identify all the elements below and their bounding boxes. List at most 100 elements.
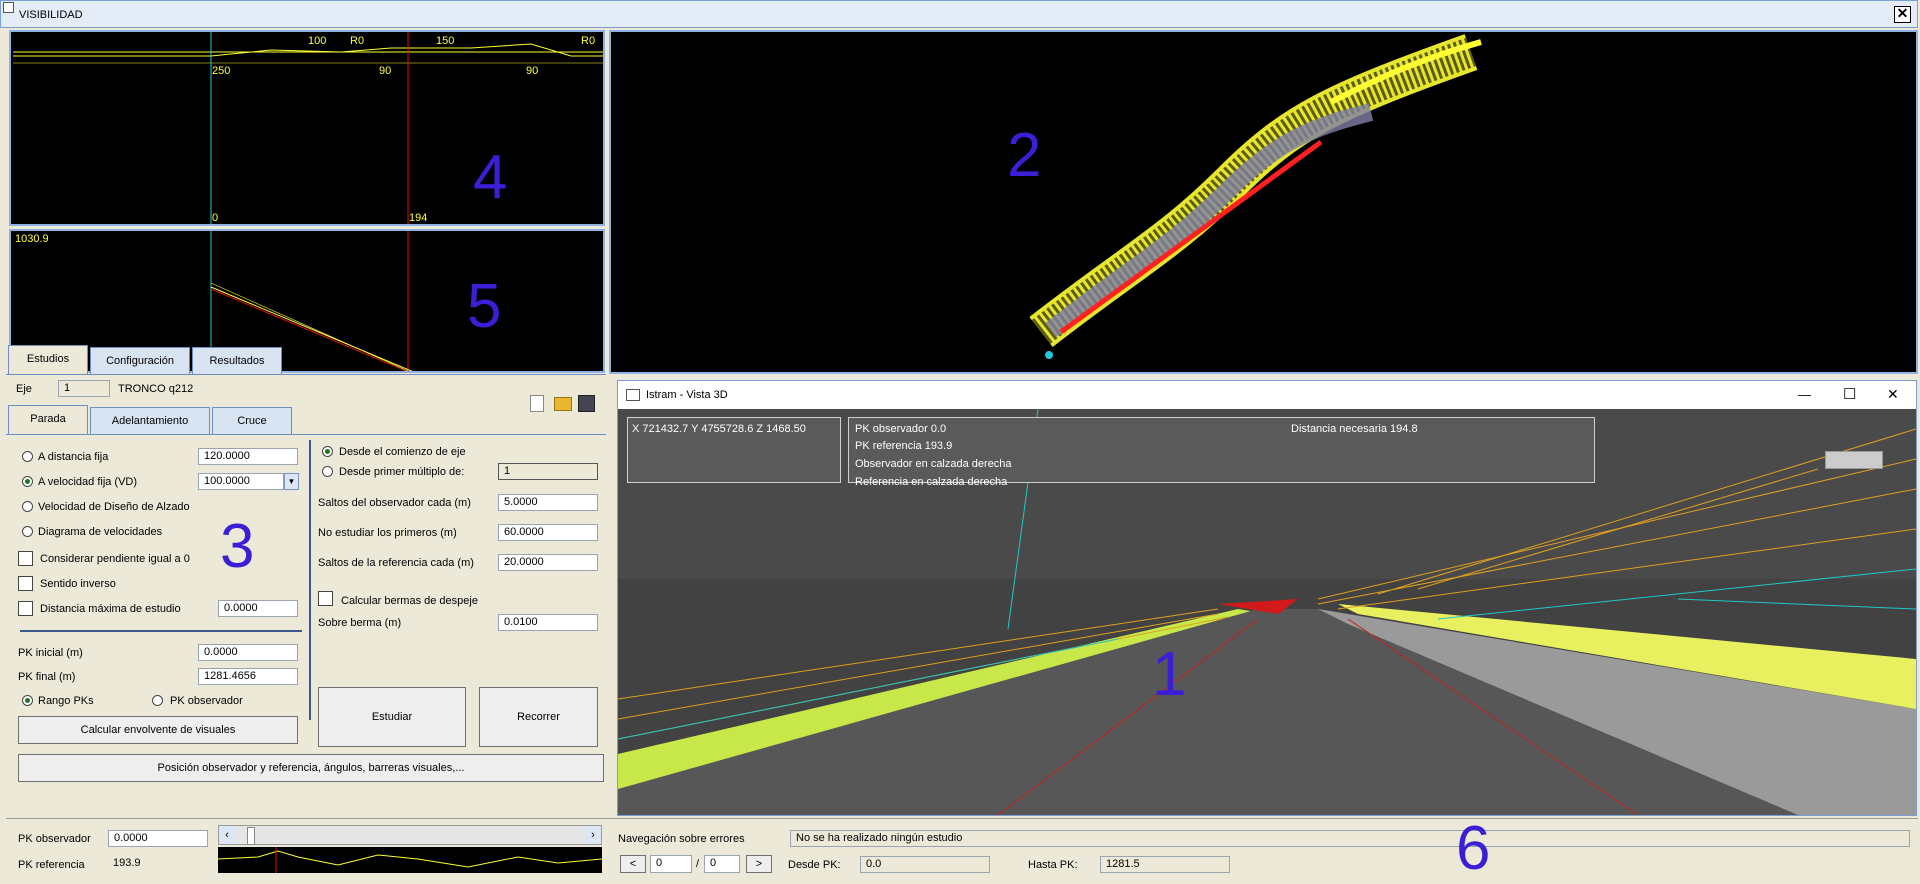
panel-number-6: 6 bbox=[1456, 814, 1491, 883]
scroll-thumb[interactable] bbox=[247, 827, 255, 845]
compass-icon bbox=[1825, 451, 1883, 469]
sentido-label: Sentido inverso bbox=[40, 578, 116, 590]
scroll-right-icon[interactable]: › bbox=[585, 826, 601, 844]
pk-referencia-readout: PK referencia 193.9 bbox=[855, 440, 953, 452]
minimize-icon[interactable]: — bbox=[1798, 387, 1811, 402]
saltos-ref-field[interactable]: 20.0000 bbox=[498, 554, 598, 571]
close-icon[interactable]: ✕ bbox=[1887, 386, 1899, 402]
dist-max-field[interactable]: 0.0000 bbox=[218, 600, 298, 617]
bottom-bar: PK observador 0.0000 PK referencia 193.9… bbox=[6, 814, 1918, 883]
pk-referencia-field: 193.9 bbox=[108, 856, 208, 873]
panel-number-4: 4 bbox=[473, 143, 508, 212]
new-file-icon[interactable] bbox=[530, 395, 544, 412]
radio-velocidad-diseno[interactable] bbox=[22, 501, 33, 512]
pk-inicial-label: PK inicial (m) bbox=[18, 647, 83, 659]
tab-adelantamiento[interactable]: Adelantamiento bbox=[90, 407, 210, 435]
scroll-left-icon[interactable]: ‹ bbox=[219, 826, 235, 844]
check-bermas[interactable] bbox=[318, 591, 333, 606]
velocidad-fija-label: A velocidad fija (VD) bbox=[38, 476, 138, 488]
window-menu-icon[interactable] bbox=[3, 2, 14, 13]
eje-name: TRONCO q212 bbox=[118, 383, 194, 395]
plan-mark-100: 100 bbox=[308, 35, 327, 47]
view3d-window: Istram - Vista 3D — ☐ ✕ bbox=[617, 380, 1917, 816]
study-info-box: PK observador 0.0 PK referencia 193.9 Ob… bbox=[848, 417, 1595, 488]
pk-referencia-label: PK referencia bbox=[18, 859, 85, 871]
chevron-down-icon[interactable]: ▼ bbox=[284, 473, 299, 490]
plan-radius-90-b: 90 bbox=[526, 65, 539, 77]
profile-value: 1030.9 bbox=[15, 233, 49, 245]
pk-inicial-field[interactable]: 0.0000 bbox=[198, 644, 298, 661]
sobre-berma-field[interactable]: 0.0100 bbox=[498, 614, 598, 631]
maximize-icon[interactable]: ☐ bbox=[1843, 386, 1857, 403]
panel-number-2: 2 bbox=[1007, 121, 1042, 190]
check-pendiente[interactable] bbox=[18, 551, 33, 566]
saltos-ref-label: Saltos de la referencia cada (m) bbox=[318, 557, 474, 569]
bermas-label: Calcular bermas de despeje bbox=[341, 595, 478, 607]
page-current-field[interactable]: 0 bbox=[650, 855, 692, 873]
app-icon bbox=[626, 389, 640, 401]
distancia-fija-label: A distancia fija bbox=[38, 451, 109, 463]
plan-radius-90-a: 90 bbox=[379, 65, 392, 77]
prev-error-button[interactable]: < bbox=[620, 855, 646, 873]
pk-final-field[interactable]: 1281.4656 bbox=[198, 668, 298, 685]
plan-3d-panel[interactable]: 2 bbox=[609, 30, 1918, 374]
tab-resultados[interactable]: Resultados bbox=[192, 347, 282, 375]
radio-velocidad-fija[interactable] bbox=[22, 476, 33, 487]
pendiente-label: Considerar pendiente igual a 0 bbox=[40, 553, 190, 565]
pk-observador-label: PK observador bbox=[18, 833, 91, 845]
velocidad-fija-select[interactable]: 100.0000 bbox=[198, 473, 284, 490]
tab-cruce[interactable]: Cruce bbox=[212, 407, 292, 435]
tab-estudios[interactable]: Estudios bbox=[8, 345, 88, 375]
desde-multiplo-field[interactable]: 1 bbox=[498, 463, 598, 480]
tab-parada[interactable]: Parada bbox=[8, 405, 88, 435]
navegacion-label: Navegación sobre errores bbox=[618, 833, 745, 845]
tab-configuracion[interactable]: Configuración bbox=[90, 347, 190, 375]
plan-pk-194: 194 bbox=[409, 212, 428, 224]
close-button[interactable]: ✕ bbox=[1894, 6, 1911, 23]
open-folder-icon[interactable] bbox=[554, 397, 572, 411]
panel-number-3: 3 bbox=[220, 512, 255, 581]
pk-observador-readout: PK observador 0.0 bbox=[855, 423, 947, 435]
mini-profile[interactable] bbox=[218, 847, 602, 873]
divider bbox=[20, 630, 302, 632]
radio-diagrama[interactable] bbox=[22, 526, 33, 537]
radio-rango[interactable] bbox=[22, 695, 33, 706]
recorrer-button[interactable]: Recorrer bbox=[479, 687, 598, 747]
radio-pk-obs[interactable] bbox=[152, 695, 163, 706]
plan-pk-0: 0 bbox=[212, 212, 219, 224]
distancia-necesaria: Distancia necesaria 194.8 bbox=[1291, 423, 1418, 435]
calc-env-button[interactable]: Calcular envolvente de visuales bbox=[18, 716, 298, 744]
radio-desde-comienzo[interactable] bbox=[322, 446, 333, 457]
coords-box: X 721432.7 Y 4755728.6 Z 1468.50 bbox=[627, 417, 841, 483]
eje-number-field[interactable]: 1 bbox=[58, 380, 110, 397]
panel-number-1: 1 bbox=[1152, 640, 1187, 709]
desde-pk-field: 0.0 bbox=[860, 856, 990, 873]
view3d-title: Istram - Vista 3D bbox=[646, 389, 728, 401]
check-sentido[interactable] bbox=[18, 576, 33, 591]
save-icon[interactable] bbox=[578, 395, 595, 412]
observador-calzada: Observador en calzada derecha bbox=[855, 458, 1012, 470]
no-estudiar-field[interactable]: 60.0000 bbox=[498, 524, 598, 541]
distancia-fija-field[interactable]: 120.0000 bbox=[198, 448, 298, 465]
hasta-pk-field: 1281.5 bbox=[1100, 856, 1230, 873]
page-total-field: 0 bbox=[704, 855, 740, 873]
dist-max-label: Distancia máxima de estudio bbox=[40, 603, 181, 615]
title-bar: VISIBILIDAD ✕ bbox=[0, 0, 1918, 28]
saltos-obs-field[interactable]: 5.0000 bbox=[498, 494, 598, 511]
diagrama-label: Diagrama de velocidades bbox=[38, 526, 163, 538]
vertical-divider bbox=[309, 440, 311, 720]
estudiar-button[interactable]: Estudiar bbox=[318, 687, 466, 747]
pk-final-label: PK final (m) bbox=[18, 671, 76, 683]
view3d-canvas[interactable]: X 721432.7 Y 4755728.6 Z 1468.50 PK obse… bbox=[618, 409, 1916, 815]
hasta-pk-label: Hasta PK: bbox=[1028, 859, 1078, 871]
next-error-button[interactable]: > bbox=[746, 855, 772, 873]
posicion-button[interactable]: Posición observador y referencia, ángulo… bbox=[18, 754, 604, 782]
desde-multiplo-label: Desde primer múltiplo de: bbox=[339, 466, 465, 478]
plan-strip-panel[interactable]: 100 R0 150 R0 250 90 90 0 194 4 bbox=[9, 30, 605, 226]
radio-distancia-fija[interactable] bbox=[22, 451, 33, 462]
pk-observador-field[interactable]: 0.0000 bbox=[108, 830, 208, 847]
pk-scrollbar[interactable]: ‹ › bbox=[218, 825, 602, 845]
check-dist-max[interactable] bbox=[18, 601, 33, 616]
radio-desde-multiplo[interactable] bbox=[322, 466, 333, 477]
desde-pk-label: Desde PK: bbox=[788, 859, 841, 871]
